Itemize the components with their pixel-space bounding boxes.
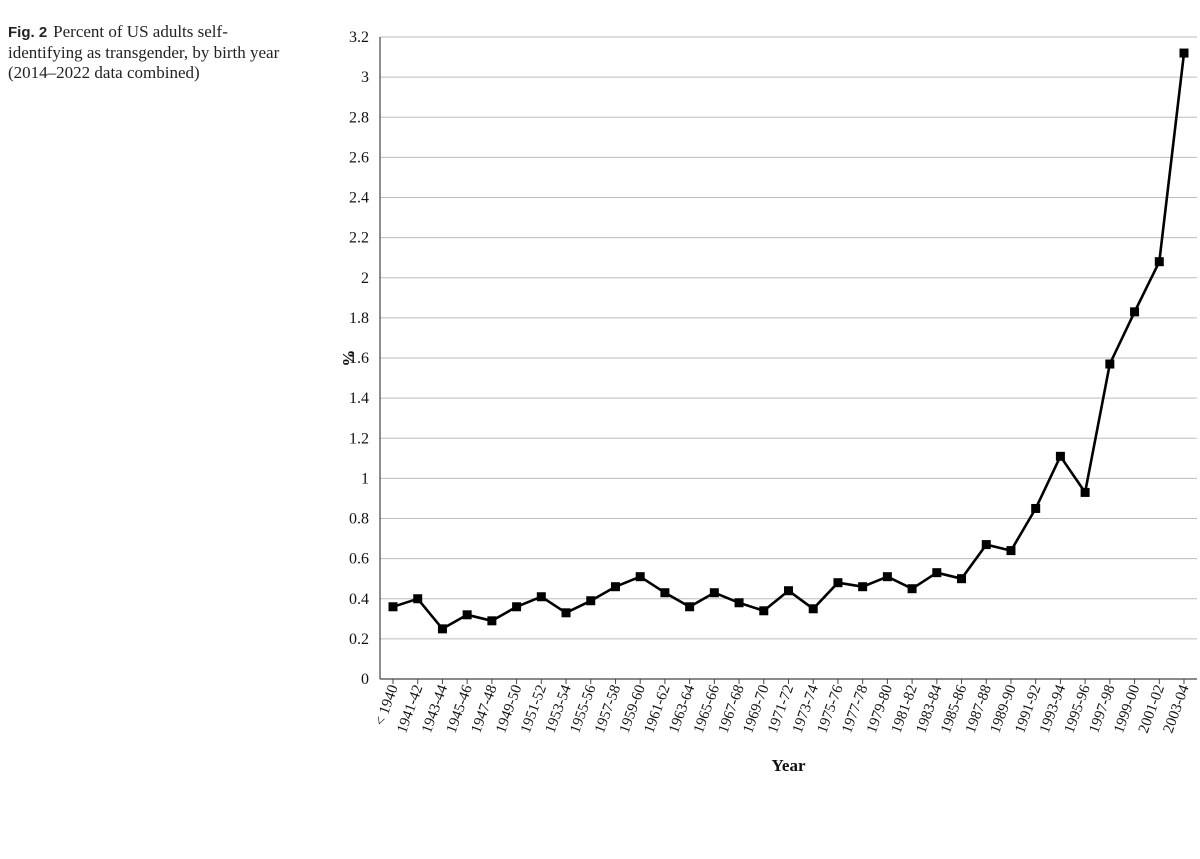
data-point xyxy=(907,584,917,594)
series-line xyxy=(392,52,1186,631)
y-tick-label: 1.8 xyxy=(349,310,369,327)
data-point xyxy=(858,582,868,592)
y-tick-label: 2.4 xyxy=(349,190,369,207)
y-tick-label: 0.8 xyxy=(349,511,369,528)
gridlines xyxy=(380,36,1197,680)
data-point xyxy=(833,578,843,588)
data-point xyxy=(957,574,967,584)
figure-label: Fig. 2 xyxy=(8,24,48,41)
data-point xyxy=(610,582,620,592)
y-tick-label: 0 xyxy=(361,671,369,688)
data-point xyxy=(1080,487,1090,497)
y-tick-label: 3.2 xyxy=(349,29,369,46)
y-tick-label: 0.2 xyxy=(349,631,369,648)
x-axis-title: Year xyxy=(772,756,806,775)
data-point xyxy=(932,568,942,578)
data-point xyxy=(759,606,769,616)
data-point xyxy=(1031,503,1041,513)
data-point xyxy=(1154,257,1164,267)
data-point xyxy=(413,594,423,604)
data-point xyxy=(734,598,744,608)
data-point xyxy=(487,616,497,626)
y-tick-label: 1.6 xyxy=(349,350,369,367)
data-point xyxy=(1006,546,1016,556)
data-point xyxy=(586,596,596,606)
y-tick-label: 1.4 xyxy=(349,390,369,407)
data-point xyxy=(685,602,695,612)
data-point xyxy=(561,608,571,618)
y-tick-label: 0.4 xyxy=(349,591,369,608)
y-tick-label: 2.8 xyxy=(349,109,369,126)
y-tick-label: 0.6 xyxy=(349,551,369,568)
y-axis-ticks: 0 0.2 0.4 0.6 0.8 1 1.2 1.4 1.6 1.8 2 2.2 2.4 2.6 2.8 3… xyxy=(349,29,369,688)
data-point xyxy=(1055,451,1065,461)
y-tick-label: 1 xyxy=(361,470,369,487)
data-point xyxy=(437,624,447,634)
y-tick-label: 3 xyxy=(361,69,369,86)
data-point xyxy=(882,572,892,582)
data-point xyxy=(536,592,546,602)
y-tick-label: 1.2 xyxy=(349,430,369,447)
data-point xyxy=(1130,307,1140,317)
data-point xyxy=(660,588,670,598)
figure-caption-text: Percent of US adults self-identifying as… xyxy=(8,22,280,82)
figure-caption: Fig. 2 Percent of US adults self-identify… xyxy=(8,22,283,83)
data-point xyxy=(512,602,522,612)
data-point xyxy=(981,540,991,550)
x-axis-ticks: < 19401941-421943-441945-461947-481949-5… xyxy=(372,679,1193,735)
y-tick-label: 2 xyxy=(361,270,369,287)
data-point xyxy=(388,602,398,612)
data-point xyxy=(635,572,645,582)
data-point xyxy=(1105,359,1115,369)
y-tick-label: 2.2 xyxy=(349,230,369,247)
y-axis-title: % xyxy=(339,350,358,367)
data-point xyxy=(709,588,719,598)
data-point xyxy=(462,610,472,620)
data-point xyxy=(808,604,818,614)
series xyxy=(388,48,1189,634)
data-point xyxy=(1179,48,1189,58)
data-point xyxy=(784,586,793,596)
y-tick-label: 2.6 xyxy=(349,149,369,166)
